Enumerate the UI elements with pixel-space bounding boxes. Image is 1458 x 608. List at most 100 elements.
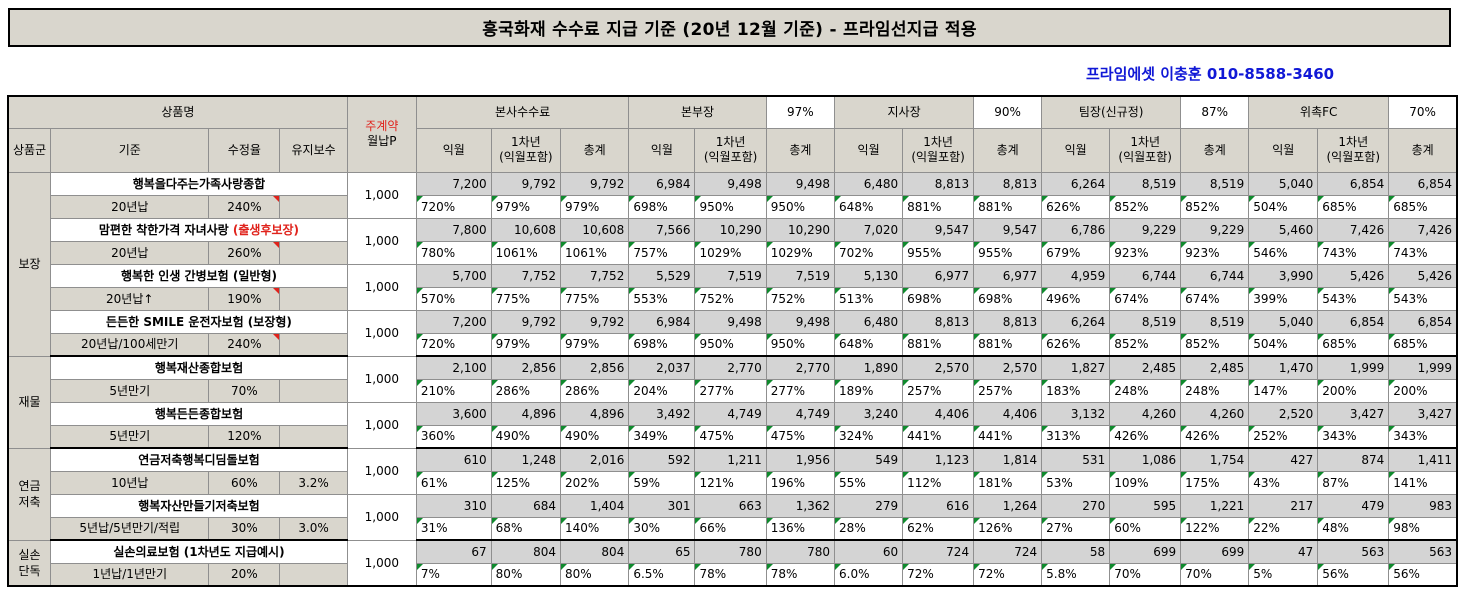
product-group: 실손 단독: [7, 539, 52, 587]
commission-rate: 698%: [628, 332, 696, 357]
commission-rate: 140%: [559, 516, 630, 541]
commission-rate: 248%: [1180, 378, 1250, 403]
table-row: 5년납/5년만기/적립 30% 3.0% 31% 68% 140% 30% 66% 136% 28…: [8, 516, 1458, 541]
table-row: 20년납/100세만기 240% 720% 979% 979% 698% 950% 950% 6…: [8, 332, 1458, 357]
commission-rate: 121%: [694, 470, 767, 495]
monthly-premium: 1,000: [346, 217, 417, 265]
table-row: 20년납 260% 780% 1061% 1061% 757% 1029% 1029% 702%…: [8, 240, 1458, 265]
commission-amount: 549: [834, 447, 904, 472]
commission-rate: 78%: [694, 562, 767, 587]
bonbu-header: 본부장: [628, 95, 767, 129]
commission-rate: 475%: [694, 424, 767, 449]
commission-amount: 6,984: [628, 309, 696, 334]
commission-amount: 1,470: [1248, 355, 1319, 380]
product-group-label: 저축: [18, 495, 41, 509]
ikwol-header: 익월: [628, 127, 696, 173]
commission-amount: 6,977: [902, 263, 975, 288]
commission-amount: 5,130: [834, 263, 904, 288]
commission-rate: 955%: [973, 240, 1043, 265]
commission-amount: 9,792: [559, 309, 630, 334]
commission-rate: 277%: [765, 378, 836, 403]
payment-basis: 1년납/1년만기: [50, 562, 210, 587]
commission-rate: 648%: [834, 194, 904, 219]
commission-amount: 4,406: [902, 401, 975, 426]
commission-rate: 248%: [1109, 378, 1182, 403]
commission-amount: 7,519: [765, 263, 836, 288]
commission-rate: 513%: [834, 286, 904, 311]
commission-amount: 804: [490, 539, 561, 564]
commission-rate: 950%: [765, 194, 836, 219]
commission-amount: 804: [559, 539, 630, 564]
commission-rate: 685%: [1388, 194, 1458, 219]
product-name-text: 맘편한 착한가격 자녀사랑: [98, 222, 233, 237]
commission-amount: 6,984: [628, 171, 696, 196]
commission-rate: 504%: [1248, 332, 1319, 357]
commission-amount: 8,813: [973, 171, 1043, 196]
commission-rate: 720%: [415, 332, 492, 357]
commission-amount: 4,749: [694, 401, 767, 426]
commission-rate: 27%: [1041, 516, 1111, 541]
commission-amount: 5,700: [415, 263, 492, 288]
product-name: 행복든든종합보험: [50, 401, 348, 426]
mod-rate-header: 수정율: [208, 127, 281, 173]
commission-amount: 7,519: [694, 263, 767, 288]
commission-rate: 553%: [628, 286, 696, 311]
product-group-label: 연금: [18, 478, 41, 493]
header-row-2: 상품군 기준 수정율 유지보수 익월 1차년 (익월포함) 총계 익월 1차년 (익월포함)…: [7, 127, 1458, 173]
commission-amount: 310: [415, 493, 492, 518]
product-name: 행복한 인생 간병보험 (일반형): [50, 263, 348, 288]
commission-rate: 324%: [834, 424, 904, 449]
commission-rate: 210%: [415, 378, 492, 403]
commission-rate: 136%: [765, 516, 836, 541]
year1-header: 1차년 (익월포함): [902, 127, 975, 173]
total-header: 총계: [1180, 127, 1250, 173]
commission-rate: 674%: [1180, 286, 1250, 311]
commission-amount: 1,754: [1180, 447, 1250, 472]
commission-rate: 923%: [1180, 240, 1250, 265]
product-name: 행복재산종합보험: [50, 355, 348, 380]
commission-rate: 775%: [490, 286, 561, 311]
commission-rate: 475%: [765, 424, 836, 449]
year1-sub-label: (익월포함): [1326, 150, 1381, 164]
commission-rate: 98%: [1388, 516, 1458, 541]
commission-rate: 1029%: [694, 240, 767, 265]
commission-amount: 2,100: [415, 355, 492, 380]
commission-amount: 7,020: [834, 217, 904, 242]
commission-rate: 950%: [694, 332, 767, 357]
commission-amount: 279: [834, 493, 904, 518]
total-header: 총계: [1388, 127, 1458, 173]
product-name-header: 상품명: [7, 95, 348, 129]
commission-rate: 685%: [1317, 332, 1390, 357]
commission-rate: 277%: [694, 378, 767, 403]
commission-amount: 780: [694, 539, 767, 564]
commission-amount: 6,744: [1180, 263, 1250, 288]
commission-rate: 6.5%: [628, 562, 696, 587]
monthly-premium: 1,000: [346, 447, 417, 495]
commission-amount: 3,492: [628, 401, 696, 426]
product-group-label: 보장: [18, 256, 41, 271]
commission-amount: 65: [628, 539, 696, 564]
commission-rate: 1061%: [490, 240, 561, 265]
monthly-premium: 1,000: [346, 263, 417, 311]
total-header: 총계: [973, 127, 1043, 173]
commission-amount: 427: [1248, 447, 1319, 472]
product-name: 연금저축행복디딤돌보험: [50, 447, 348, 472]
commission-rate: 490%: [559, 424, 630, 449]
maintenance-fee: [279, 194, 348, 219]
commission-amount: 7,200: [415, 171, 492, 196]
commission-amount: 724: [902, 539, 975, 564]
commission-rate: 852%: [1109, 194, 1182, 219]
commission-rate: 720%: [415, 194, 492, 219]
commission-amount: 6,264: [1041, 171, 1111, 196]
commission-rate: 181%: [973, 470, 1043, 495]
commission-rate: 881%: [973, 194, 1043, 219]
commission-rate: 570%: [415, 286, 492, 311]
fc-header: 위촉FC: [1248, 95, 1390, 129]
commission-amount: 1,890: [834, 355, 904, 380]
commission-rate: 950%: [765, 332, 836, 357]
commission-rate: 441%: [902, 424, 975, 449]
product-group-label: 재물: [18, 394, 41, 409]
commission-amount: 2,485: [1180, 355, 1250, 380]
payment-basis: 5년만기: [50, 424, 210, 449]
commission-amount: 2,485: [1109, 355, 1182, 380]
